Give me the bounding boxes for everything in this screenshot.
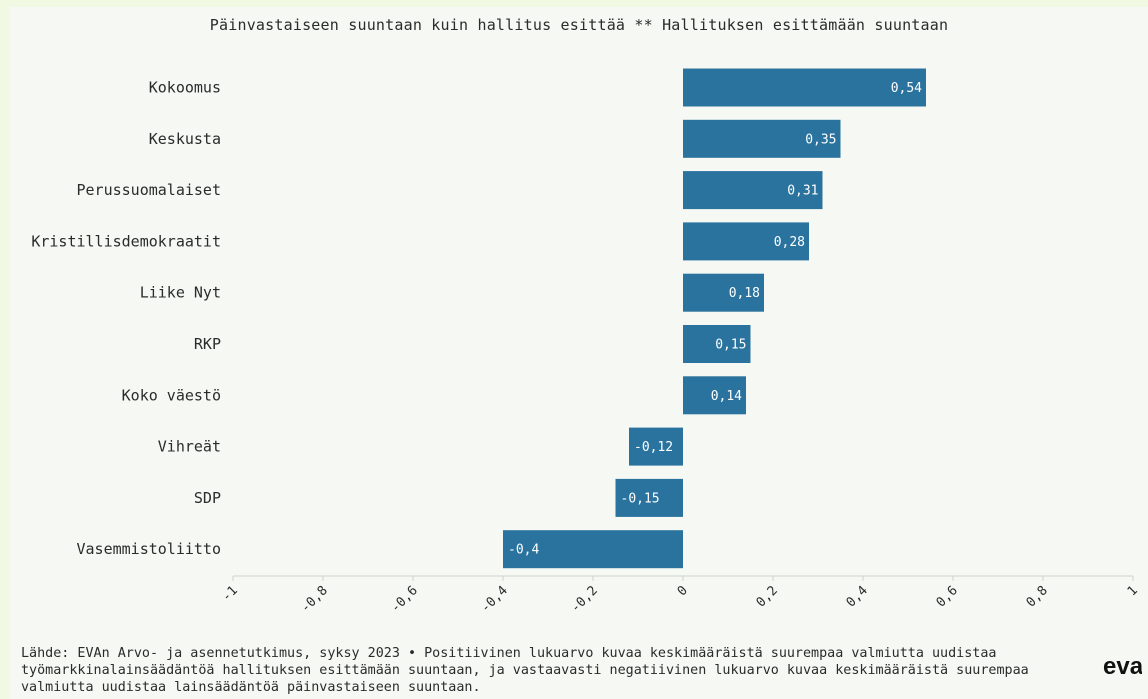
- bar: [615, 478, 683, 517]
- bar: [503, 530, 683, 569]
- chart-title: Päinvastaiseen suuntaan kuin hallitus es…: [209, 16, 949, 34]
- bar: [683, 376, 746, 415]
- category-label: Liike Nyt: [140, 284, 221, 302]
- category-label: Koko väestö: [122, 386, 221, 404]
- bar: [683, 171, 823, 210]
- bar: [683, 325, 751, 363]
- bar: [683, 273, 764, 312]
- x-tick-label: 0,2: [754, 583, 781, 610]
- chart-panel: [10, 7, 1148, 699]
- data-label: -0,4: [508, 543, 539, 558]
- x-tick-label: -0,4: [478, 583, 511, 616]
- bar-chart: Kokoomus 0,54 Keskusta 0,35 Perussuomalaiset…: [31, 68, 1141, 616]
- bar: [683, 119, 841, 158]
- x-tick-label: 0,8: [1024, 583, 1051, 610]
- data-label: 0,18: [729, 286, 760, 301]
- category-label: RKP: [194, 335, 221, 353]
- data-label: 0,54: [891, 81, 922, 96]
- category-label: Kokoomus: [149, 79, 221, 97]
- bar: [629, 427, 683, 466]
- data-label: 0,35: [805, 132, 836, 147]
- category-label: SDP: [194, 489, 221, 507]
- x-tick-label: -0,8: [298, 583, 331, 616]
- x-tick-label: 1: [1125, 583, 1141, 599]
- data-label: -0,15: [621, 491, 660, 506]
- data-label: 0,15: [715, 338, 746, 353]
- data-label: 0,31: [787, 184, 818, 199]
- x-tick-label: -0,6: [388, 583, 421, 616]
- x-tick-label: -0,2: [568, 583, 601, 616]
- category-label: Vasemmistoliitto: [77, 540, 222, 558]
- category-label: Keskusta: [149, 130, 221, 148]
- x-tick-label: 0,6: [934, 583, 961, 610]
- eva-logo-text: eva: [1103, 654, 1142, 680]
- category-label: Kristillisdemokraatit: [31, 232, 221, 250]
- x-tick-label: 0,4: [844, 583, 871, 610]
- category-label: Perussuomalaiset: [77, 181, 222, 199]
- x-tick-label: 0: [675, 583, 691, 599]
- eva-logo: eva: [1103, 654, 1142, 680]
- data-label: -0,12: [634, 440, 673, 455]
- data-label: 0,28: [774, 235, 805, 250]
- bar: [683, 68, 926, 107]
- source-note: Lähde: EVAn Arvo- ja asennetutkimus, syk…: [21, 646, 1029, 695]
- bar: [683, 222, 809, 261]
- x-tick-label: -1: [219, 583, 241, 605]
- data-label: 0,14: [711, 389, 742, 404]
- category-label: Vihreät: [158, 438, 221, 456]
